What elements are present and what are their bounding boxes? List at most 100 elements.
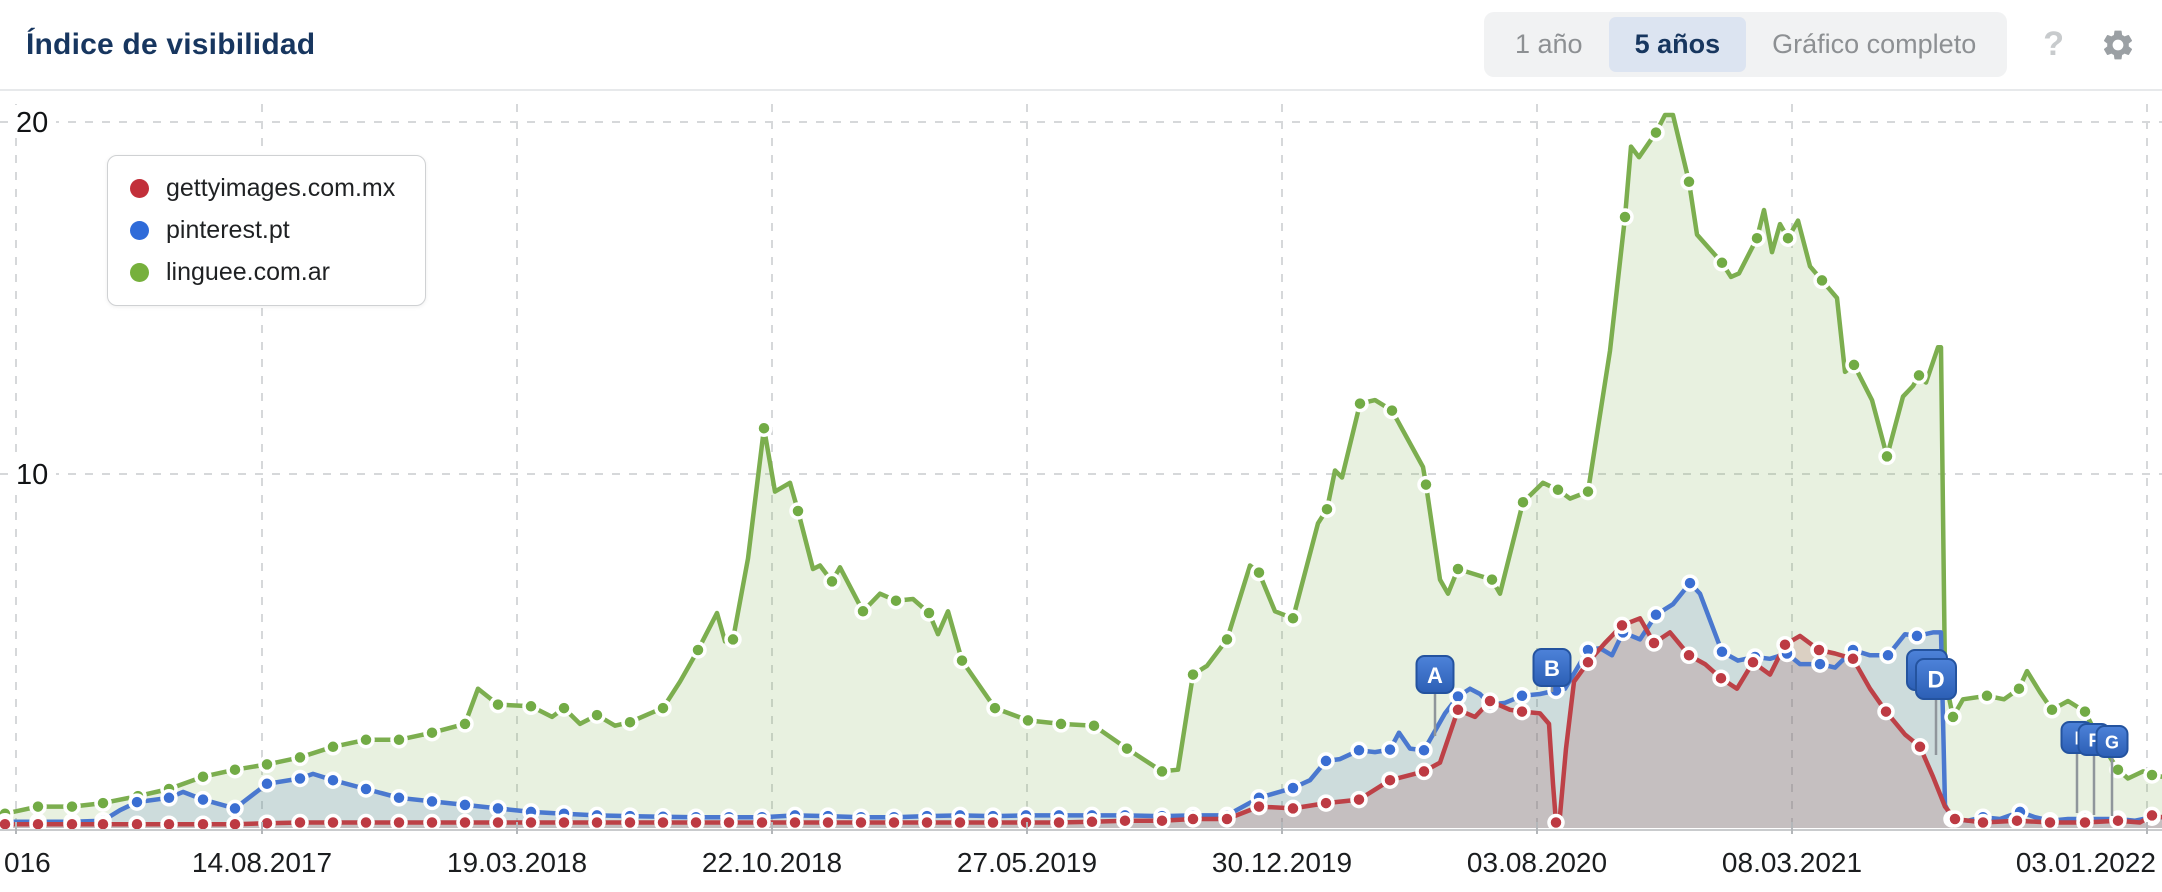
data-point	[1350, 790, 1368, 809]
data-point	[291, 769, 309, 788]
data-point	[194, 767, 212, 786]
data-point	[1085, 716, 1103, 735]
data-point	[63, 815, 81, 833]
data-point	[2109, 811, 2127, 830]
panel-header: Índice de visibilidad 1 año 5 años Gráfico…	[0, 0, 2162, 91]
data-point	[522, 813, 540, 832]
data-point	[456, 715, 474, 733]
legend-item: linguee.com.ar	[130, 258, 395, 287]
data-point	[753, 813, 771, 832]
series-dots-pinterest	[0, 574, 2161, 831]
data-point	[522, 697, 540, 716]
data-point	[1318, 500, 1336, 518]
data-point	[1547, 813, 1565, 832]
event-pin-letter: B	[1544, 656, 1560, 681]
data-point	[1481, 692, 1499, 710]
data-point	[887, 591, 905, 610]
data-point	[324, 738, 342, 756]
help-icon[interactable]: ?	[2043, 25, 2064, 63]
data-point	[390, 789, 408, 807]
data-point	[621, 813, 639, 832]
event-pin-box	[1532, 648, 1572, 687]
data-point	[1946, 810, 1964, 828]
data-point	[1879, 646, 1897, 665]
data-point	[724, 630, 742, 649]
legend-label: linguee.com.ar	[166, 258, 330, 286]
page-title: Índice de visibilidad	[26, 27, 316, 61]
data-point	[854, 602, 872, 621]
data-point	[1019, 711, 1037, 730]
event-pin-letter: I	[2074, 729, 2079, 749]
data-point	[423, 723, 441, 742]
data-point	[1351, 394, 1369, 413]
data-point	[823, 572, 841, 591]
event-pin-B[interactable]: B	[1532, 648, 1572, 692]
data-point	[226, 815, 244, 833]
data-point	[687, 813, 705, 832]
range-button-5-años[interactable]: 5 años	[1608, 17, 1747, 72]
data-point	[1579, 482, 1597, 501]
data-point	[1712, 669, 1730, 687]
x-axis-label: 19.03.2018	[447, 847, 587, 878]
data-point	[489, 813, 507, 832]
data-point	[390, 731, 408, 749]
data-point	[1514, 493, 1532, 511]
range-button-gráfico-completo[interactable]: Gráfico completo	[1746, 17, 2002, 72]
data-point	[984, 813, 1002, 832]
legend-dot-icon	[130, 179, 149, 198]
data-point	[920, 604, 938, 622]
data-point	[128, 793, 146, 811]
data-point	[2041, 813, 2059, 832]
data-point	[1811, 655, 1829, 673]
data-point	[226, 760, 244, 779]
data-point	[1415, 741, 1433, 760]
series-area-linguee	[5, 115, 2162, 828]
data-point	[1944, 708, 1962, 726]
x-axis-label: 03.01.2022	[2016, 847, 2156, 878]
data-point	[291, 748, 309, 767]
data-point	[1052, 715, 1070, 733]
series-dots-linguee	[0, 123, 2161, 823]
data-point	[29, 797, 47, 816]
x-axis-label: 14.08.2017	[192, 847, 332, 878]
data-point	[324, 771, 342, 789]
data-point	[489, 695, 507, 714]
data-point	[1050, 813, 1068, 832]
x-axis-label: 016	[4, 847, 51, 878]
settings-gear-icon[interactable]	[2100, 27, 2136, 63]
data-point	[357, 731, 375, 749]
data-point	[1680, 173, 1698, 191]
data-point	[1877, 702, 1895, 721]
legend-item: gettyimages.com.mx	[130, 174, 395, 203]
data-point	[1449, 560, 1467, 578]
data-point	[1118, 739, 1136, 758]
data-point	[357, 813, 375, 832]
data-point	[786, 813, 804, 832]
event-pin-G[interactable]: G	[2095, 725, 2129, 816]
data-point	[1813, 271, 1831, 290]
data-point	[621, 713, 639, 731]
data-point	[2008, 811, 2026, 830]
data-point	[1284, 779, 1302, 797]
data-point	[63, 797, 81, 816]
data-point	[456, 813, 474, 832]
data-point	[1744, 653, 1762, 672]
event-pin-D[interactable]: D	[1906, 649, 1957, 755]
data-point	[1974, 813, 1992, 832]
data-point	[1645, 634, 1663, 652]
data-point	[654, 699, 672, 717]
data-point	[654, 813, 672, 832]
data-point	[1449, 701, 1467, 719]
data-point	[819, 813, 837, 832]
event-pin-A[interactable]: A	[1415, 655, 1455, 736]
event-pin-letter: D	[1927, 667, 1944, 694]
data-point	[986, 699, 1004, 717]
range-button-1-año[interactable]: 1 año	[1489, 17, 1609, 72]
legend-dot-icon	[130, 263, 149, 282]
data-point	[720, 813, 738, 832]
data-point	[94, 794, 112, 812]
data-point	[128, 815, 146, 833]
data-point	[2143, 766, 2161, 784]
